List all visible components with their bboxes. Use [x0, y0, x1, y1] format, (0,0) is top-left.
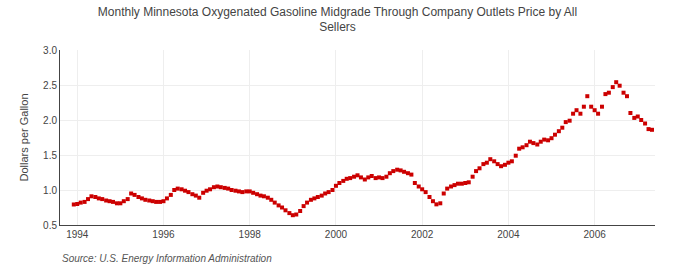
- svg-text:2.5: 2.5: [43, 80, 57, 91]
- svg-text:2004: 2004: [497, 229, 520, 240]
- svg-text:Dollars per Gallon: Dollars per Gallon: [18, 93, 30, 181]
- svg-text:1998: 1998: [239, 229, 262, 240]
- svg-text:Monthly Minnesota Oxygenated G: Monthly Minnesota Oxygenated Gasoline Mi…: [98, 5, 577, 35]
- svg-text:Source: U.S. Energy Informatio: Source: U.S. Energy Information Administ…: [62, 253, 272, 264]
- svg-text:3.0: 3.0: [43, 45, 57, 56]
- svg-text:2.0: 2.0: [43, 115, 57, 126]
- svg-text:1.5: 1.5: [43, 150, 57, 161]
- svg-text:2006: 2006: [584, 229, 607, 240]
- svg-text:0.5: 0.5: [43, 220, 57, 231]
- svg-text:1.0: 1.0: [43, 185, 57, 196]
- svg-text:2002: 2002: [411, 229, 434, 240]
- svg-text:1994: 1994: [66, 229, 89, 240]
- svg-text:1996: 1996: [152, 229, 175, 240]
- svg-text:2000: 2000: [325, 229, 348, 240]
